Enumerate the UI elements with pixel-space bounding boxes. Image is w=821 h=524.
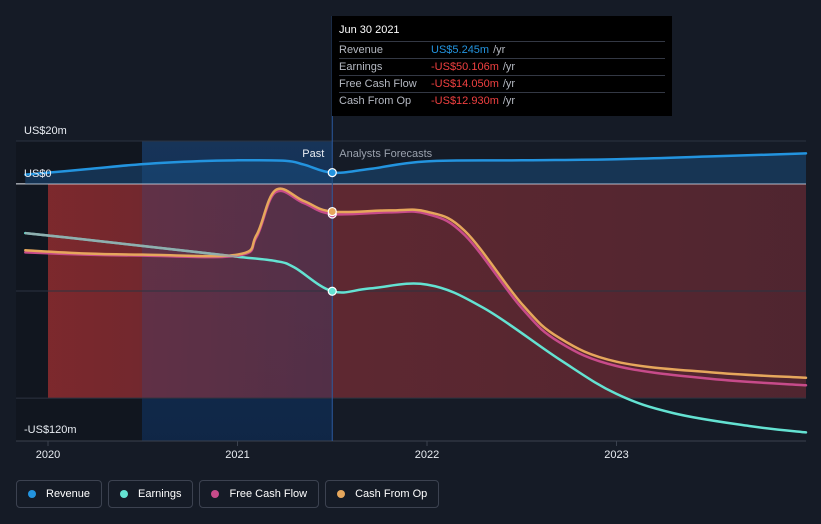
- earnings-history-line: [25, 231, 238, 258]
- earnings-dot-icon: [120, 490, 129, 498]
- y-tick-label: -US$120m: [24, 424, 77, 436]
- legend-label: Revenue: [46, 488, 91, 500]
- legend-item-free-cash-flow[interactable]: Free Cash Flow: [199, 480, 320, 508]
- tooltip-value: US$5.245m: [431, 44, 490, 56]
- tooltip-unit: /yr: [502, 95, 516, 107]
- free-cash-flow-dot-icon: [211, 490, 220, 498]
- legend-item-cash-from-op[interactable]: Cash From Op: [325, 480, 440, 508]
- tooltip: Jun 30 2021 Revenue US$5.245m /yr Earnin…: [332, 16, 672, 116]
- cash-from-op-line: [24, 187, 808, 380]
- tooltip-label: Revenue: [339, 44, 384, 56]
- tooltip-date: Jun 30 2021: [339, 24, 400, 36]
- revenue-marker: [327, 168, 337, 178]
- tooltip-row-earnings: Earnings -US$50.106m /yr: [339, 58, 665, 75]
- tooltip-label: Cash From Op: [339, 95, 412, 107]
- legend-item-earnings[interactable]: Earnings: [108, 480, 194, 508]
- tooltip-value: -US$12.930m: [431, 95, 499, 107]
- tooltip-row-cash-from-op: Cash From Op -US$12.930m /yr: [339, 92, 665, 109]
- tooltip-unit: /yr: [502, 61, 516, 73]
- tooltip-value: -US$50.106m: [431, 61, 499, 73]
- legend-item-revenue[interactable]: Revenue: [16, 480, 103, 508]
- tooltip-row-free-cash-flow: Free Cash Flow -US$14.050m /yr: [339, 75, 665, 92]
- legend: Revenue Earnings Free Cash Flow Cash Fro…: [16, 480, 440, 508]
- legend-label: Cash From Op: [355, 488, 428, 500]
- tooltip-value: -US$14.050m: [431, 78, 499, 90]
- legend-label: Free Cash Flow: [229, 488, 308, 500]
- y-tick-label: US$0: [24, 168, 52, 180]
- y-tick-label: US$20m: [24, 125, 67, 137]
- tooltip-unit: /yr: [502, 78, 516, 90]
- cash-from-op-dot-icon: [337, 490, 346, 498]
- x-tick-label: 2021: [225, 449, 249, 461]
- tooltip-label: Earnings: [339, 61, 383, 73]
- x-tick-label: 2020: [36, 449, 60, 461]
- past-label: Past: [302, 148, 324, 160]
- earnings-marker: [327, 286, 337, 296]
- revenue-dot-icon: [28, 490, 36, 498]
- tooltip-unit: /yr: [493, 44, 506, 56]
- cash-from-op-marker: [327, 206, 337, 217]
- tooltip-row-revenue: Revenue US$5.245m /yr: [339, 41, 665, 58]
- legend-label: Earnings: [138, 488, 182, 500]
- x-tick-label: 2023: [604, 449, 628, 461]
- forecast-label: Analysts Forecasts: [339, 148, 432, 160]
- x-tick-label: 2022: [415, 449, 439, 461]
- tooltip-label: Free Cash Flow: [339, 78, 417, 90]
